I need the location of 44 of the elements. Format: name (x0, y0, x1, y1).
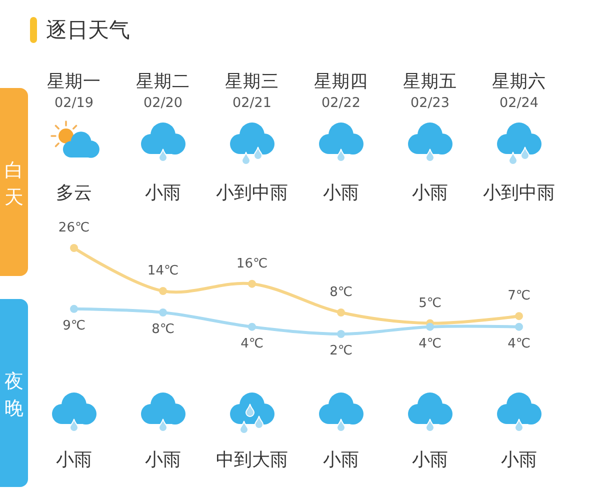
text: 小雨 (323, 450, 359, 470)
data-label: 4℃ (240, 336, 264, 352)
text: 中到大雨 (216, 450, 288, 470)
text: 小雨 (145, 182, 181, 204)
point (159, 308, 167, 316)
text: 小到中雨 (216, 182, 288, 204)
x-tick-label: 星期一 02/19 (47, 72, 101, 111)
data-label: 5℃ (418, 296, 442, 311)
text: 小雨 (323, 182, 359, 204)
x-tick-label: 星期三 02/21 (225, 72, 279, 111)
x-tick-label: 星期五 02/23 (403, 72, 457, 111)
x-tick-label: 星期四 02/22 (314, 72, 368, 111)
point (248, 322, 256, 331)
point (426, 322, 434, 331)
text: 小雨 (412, 450, 448, 470)
data-label: 4℃ (508, 336, 530, 352)
point (248, 280, 256, 288)
data-label: 26℃ (58, 220, 90, 236)
text: 小雨 (56, 450, 92, 470)
data-label: 8℃ (152, 322, 174, 337)
point (159, 287, 167, 295)
data-label: 7℃ (508, 288, 530, 304)
point (337, 330, 345, 338)
data-label: 9℃ (62, 318, 86, 334)
data-label: 14℃ (147, 264, 179, 278)
point (515, 312, 523, 320)
text: 小雨 (501, 450, 537, 470)
text: 小雨 (412, 182, 448, 204)
point (337, 308, 345, 316)
point (70, 244, 78, 252)
text: 白天 (4, 160, 24, 208)
x-tick-label: 星期六 02/24 (492, 71, 546, 111)
text: 小到中雨 (483, 182, 555, 204)
data-label: 16℃ (236, 256, 268, 272)
data-label: 2℃ (330, 344, 352, 358)
text: 小雨 (145, 450, 181, 470)
x-tick-label: 星期二 02/20 (136, 72, 190, 111)
data-label: 8℃ (330, 285, 352, 300)
text: 夜晚 (4, 370, 24, 420)
chart-title: 逐日天气 (46, 18, 130, 42)
data-label: 4℃ (418, 336, 442, 352)
point (515, 322, 523, 331)
point (70, 304, 78, 313)
text: 多云 (56, 182, 92, 204)
